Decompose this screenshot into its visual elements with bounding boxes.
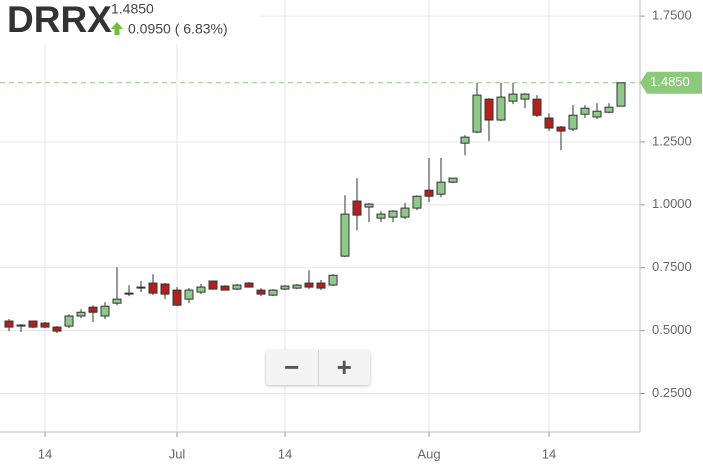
candle-body <box>172 289 182 306</box>
candle-body <box>364 203 374 208</box>
zoom-in-button[interactable]: + <box>336 352 352 382</box>
y-tick-label: 0.2500 <box>652 385 692 400</box>
candle-body <box>28 320 38 328</box>
candle-body <box>436 181 446 195</box>
candle-body <box>280 285 290 290</box>
candle-body <box>148 282 158 294</box>
candle-body <box>244 282 254 288</box>
candle-body <box>316 282 326 289</box>
candle-body <box>292 284 302 289</box>
price: 1.4850 <box>111 1 154 17</box>
candle-body <box>328 274 338 286</box>
candle-body <box>460 136 470 144</box>
candle-body <box>268 289 278 296</box>
candle-body <box>508 93 518 102</box>
zoom-out-button[interactable]: − <box>266 350 319 385</box>
candle-body <box>544 117 554 129</box>
candle-body <box>532 98 542 116</box>
candle-body <box>220 285 230 291</box>
x-tick-label: 14 <box>278 446 292 461</box>
candle-body <box>256 289 266 295</box>
candle-body <box>184 289 194 300</box>
y-tick-label: 1.2500 <box>652 133 692 148</box>
candle-body <box>472 94 482 133</box>
y-tick-label: 0.7500 <box>652 259 692 274</box>
x-tick-label: 14 <box>38 446 52 461</box>
candle-body <box>76 311 86 317</box>
candle-body <box>484 98 494 121</box>
candle-body <box>376 213 386 219</box>
candle-body <box>52 326 62 332</box>
candle-body <box>448 177 458 183</box>
candle-body <box>100 305 110 317</box>
candle-body <box>352 200 362 216</box>
up-arrow <box>111 22 123 35</box>
candle-body <box>412 195 422 209</box>
candle-body <box>616 82 626 107</box>
candle-body <box>568 114 578 130</box>
zoom-control: − + <box>266 350 370 385</box>
candle-body <box>4 320 14 328</box>
candle-body <box>520 93 530 100</box>
x-tick-label: 14 <box>542 446 556 461</box>
candle-body <box>40 322 50 328</box>
candle-body <box>424 189 434 197</box>
candle-body <box>232 284 242 290</box>
candle-body <box>208 280 218 290</box>
y-tick-label: 1.7500 <box>652 8 692 23</box>
candle-body <box>580 107 590 115</box>
candle-body <box>16 324 26 327</box>
x-tick-label: Jul <box>169 446 186 461</box>
header-background <box>0 0 260 44</box>
candle-body <box>496 96 506 121</box>
candle-body <box>592 110 602 118</box>
candle-body <box>196 286 206 293</box>
candle-body <box>112 298 122 304</box>
candle-body <box>556 126 566 132</box>
candle-body <box>304 282 314 288</box>
candle-body <box>388 210 398 218</box>
symbol: DRRX <box>7 0 112 40</box>
x-tick-label: Aug <box>417 446 440 461</box>
last-price-tag <box>640 71 702 94</box>
last-price-label: 1.4850 <box>650 74 690 89</box>
candle-body <box>88 306 98 313</box>
candle-body <box>64 315 74 327</box>
change: 0.0950 ( 6.83%) <box>128 21 228 37</box>
y-tick-label: 1.0000 <box>652 196 692 211</box>
y-tick-label: 0.5000 <box>652 322 692 337</box>
candle-body <box>124 292 134 295</box>
candle-body <box>400 207 410 218</box>
candle-body <box>604 106 614 113</box>
candle-body <box>136 286 146 289</box>
candle-body <box>340 213 350 257</box>
candle-body <box>160 283 170 295</box>
